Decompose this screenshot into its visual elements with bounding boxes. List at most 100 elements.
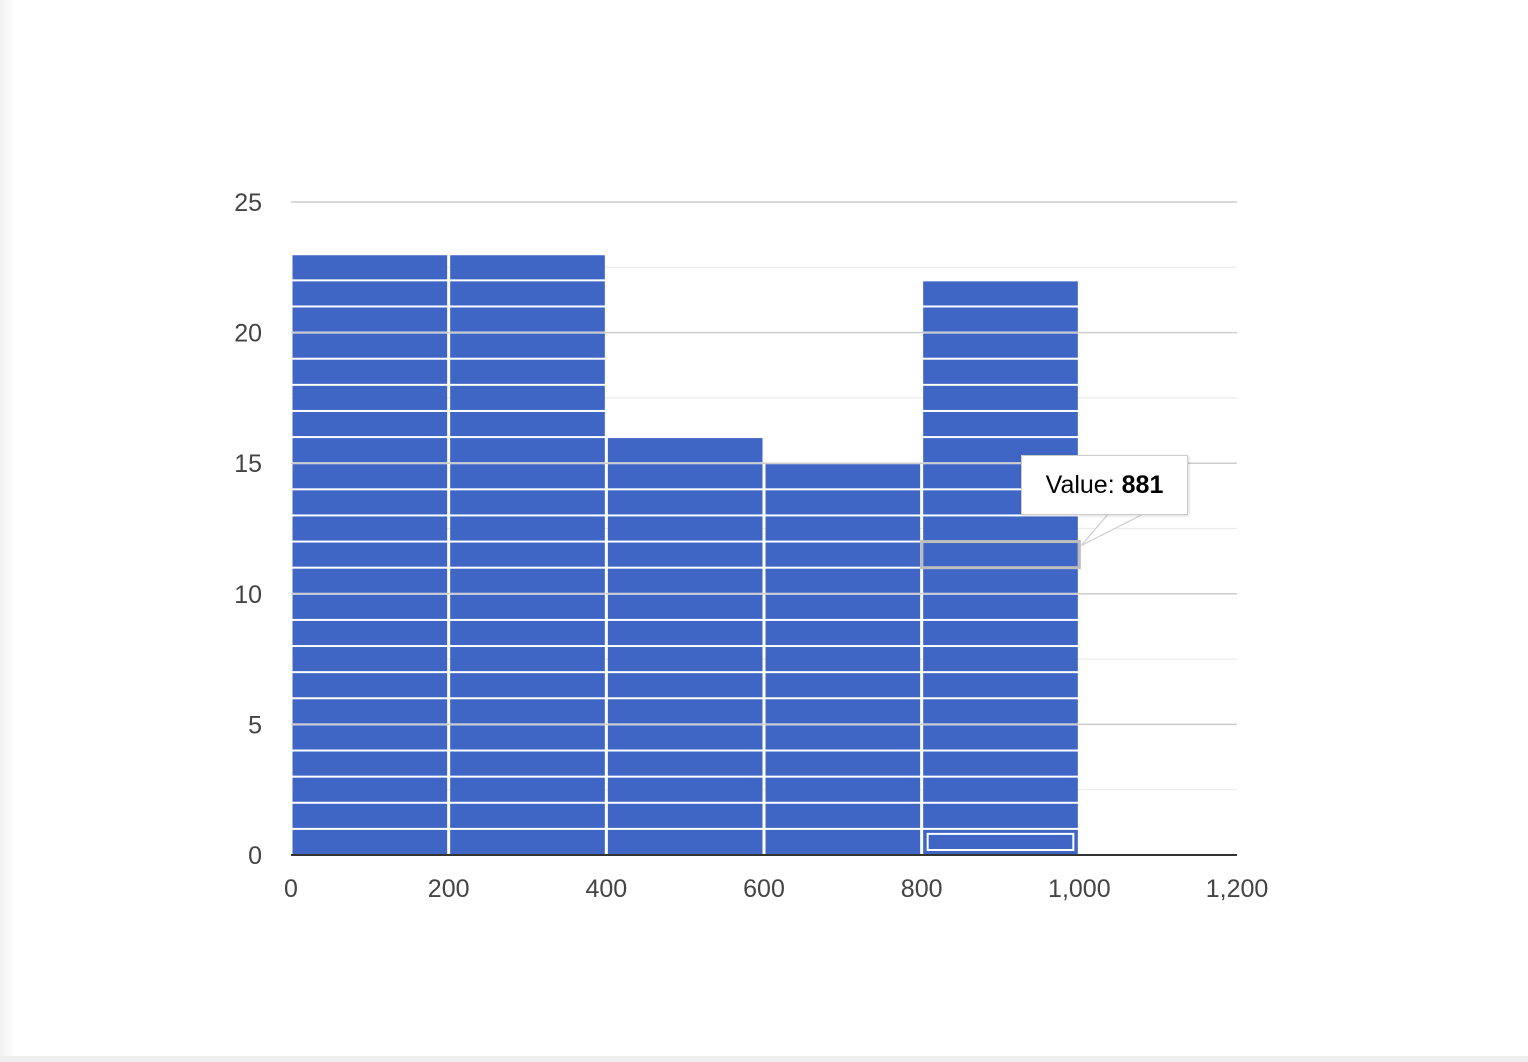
x-tick-label: 400 xyxy=(585,875,627,903)
y-tick-label: 0 xyxy=(248,842,262,870)
histogram-bar-block xyxy=(292,568,448,593)
selected-block-outline xyxy=(926,832,1075,852)
histogram-bar-block xyxy=(923,411,1078,437)
x-tick-label: 0 xyxy=(284,875,298,903)
x-tick-label: 1,000 xyxy=(1048,875,1111,903)
histogram-bar-block xyxy=(292,777,448,802)
histogram-bar-block xyxy=(765,490,921,515)
histogram-bar-block xyxy=(450,542,605,567)
histogram-bar-block xyxy=(923,568,1078,593)
histogram-bar-block xyxy=(923,620,1078,646)
histogram-bar-block xyxy=(450,829,605,854)
x-axis-tick-labels: 0 200 400 600 800 1,000 1,200 xyxy=(284,875,1268,903)
histogram-bar-block xyxy=(450,751,605,776)
histogram-bar-block xyxy=(765,620,921,646)
histogram-bar-block xyxy=(765,516,921,541)
histogram-bar-block xyxy=(450,255,605,280)
histogram-bar-block xyxy=(923,516,1078,541)
histogram-bar-block xyxy=(450,620,605,646)
y-tick-label: 20 xyxy=(234,320,262,348)
tooltip-label: Value: xyxy=(1045,470,1115,499)
histogram-bar-block xyxy=(292,307,448,332)
histogram-bar-block xyxy=(607,803,763,828)
histogram-bar-block xyxy=(607,438,763,463)
histogram-bar-block xyxy=(923,699,1078,724)
x-tick-label: 600 xyxy=(743,875,785,903)
histogram-bar-block xyxy=(450,333,605,358)
histogram-bar-block xyxy=(450,385,605,410)
gridlines xyxy=(291,201,1237,791)
histogram-bar-block xyxy=(607,777,763,802)
histogram-bar-block xyxy=(923,359,1078,384)
histogram-bar-block xyxy=(765,594,921,619)
histogram-bar-block xyxy=(292,490,448,515)
histogram-bar-block xyxy=(607,568,763,593)
histogram-bar-block xyxy=(765,568,921,593)
histogram-bar-block xyxy=(292,725,448,750)
histogram-bar-block xyxy=(450,803,605,828)
histogram-bar-block xyxy=(292,594,448,619)
histogram-bar-block xyxy=(450,777,605,802)
histogram-bar-block xyxy=(923,725,1078,750)
histogram-bar-block xyxy=(450,359,605,384)
histogram-bar-block xyxy=(450,699,605,724)
histogram-bar-block xyxy=(450,594,605,619)
value-tooltip: Value: 881 xyxy=(1021,455,1188,515)
histogram-bar-block xyxy=(923,673,1078,698)
histogram-bar-block xyxy=(765,751,921,776)
histogram-bar-block xyxy=(450,281,605,306)
histogram-bar-block xyxy=(450,516,605,541)
histogram-bar-block xyxy=(292,281,448,306)
hovered-block-outline xyxy=(920,540,1081,570)
histogram-bar-block xyxy=(450,307,605,332)
bottom-edge-strip xyxy=(0,1056,1528,1062)
histogram-bar-block xyxy=(923,281,1078,306)
histogram-bar-block xyxy=(607,725,763,750)
histogram-bar-block xyxy=(923,307,1078,332)
histogram-bar-block xyxy=(292,803,448,828)
histogram-bar-block xyxy=(292,542,448,567)
histogram-bar-block xyxy=(292,359,448,384)
histogram-bars xyxy=(292,255,1078,854)
histogram-bar-block xyxy=(450,490,605,515)
histogram-bar-block xyxy=(607,464,763,489)
histogram-bar-block xyxy=(607,490,763,515)
histogram-bar-block xyxy=(607,542,763,567)
tooltip-pointer xyxy=(1080,514,1142,547)
histogram-bar-block xyxy=(450,647,605,672)
histogram-bar-block xyxy=(450,464,605,489)
x-tick-label: 1,200 xyxy=(1206,875,1269,903)
histogram-bar-block xyxy=(607,699,763,724)
histogram-bar-block xyxy=(765,673,921,698)
y-tick-label: 25 xyxy=(234,189,262,217)
histogram-bar-block xyxy=(607,620,763,646)
histogram-bar-block xyxy=(765,777,921,802)
histogram-bar-block xyxy=(923,777,1078,802)
histogram-bar-block xyxy=(923,803,1078,828)
histogram-bar-block xyxy=(607,647,763,672)
histogram-bar-block xyxy=(292,255,448,280)
histogram-bar-block xyxy=(607,829,763,854)
histogram-bar-block xyxy=(607,673,763,698)
histogram-bar-block xyxy=(450,673,605,698)
histogram-bar-block xyxy=(923,542,1078,567)
histogram-bar-block xyxy=(450,438,605,463)
histogram-bar-block xyxy=(765,464,921,489)
histogram-bar-block xyxy=(292,333,448,358)
histogram-bar-block xyxy=(765,803,921,828)
histogram-bar-block xyxy=(923,385,1078,410)
y-tick-label: 10 xyxy=(234,581,262,609)
y-tick-label: 5 xyxy=(248,711,262,739)
x-tick-label: 200 xyxy=(428,875,470,903)
histogram-bar-block xyxy=(292,411,448,437)
histogram-bar-block xyxy=(607,594,763,619)
histogram-bar-block xyxy=(923,751,1078,776)
histogram-bar-block xyxy=(292,829,448,854)
histogram-bar-block xyxy=(923,594,1078,619)
histogram-bar-block xyxy=(292,751,448,776)
y-axis-tick-labels: 0 5 10 15 20 25 xyxy=(234,189,262,870)
histogram-bar-block xyxy=(292,647,448,672)
histogram-bar-block xyxy=(450,725,605,750)
